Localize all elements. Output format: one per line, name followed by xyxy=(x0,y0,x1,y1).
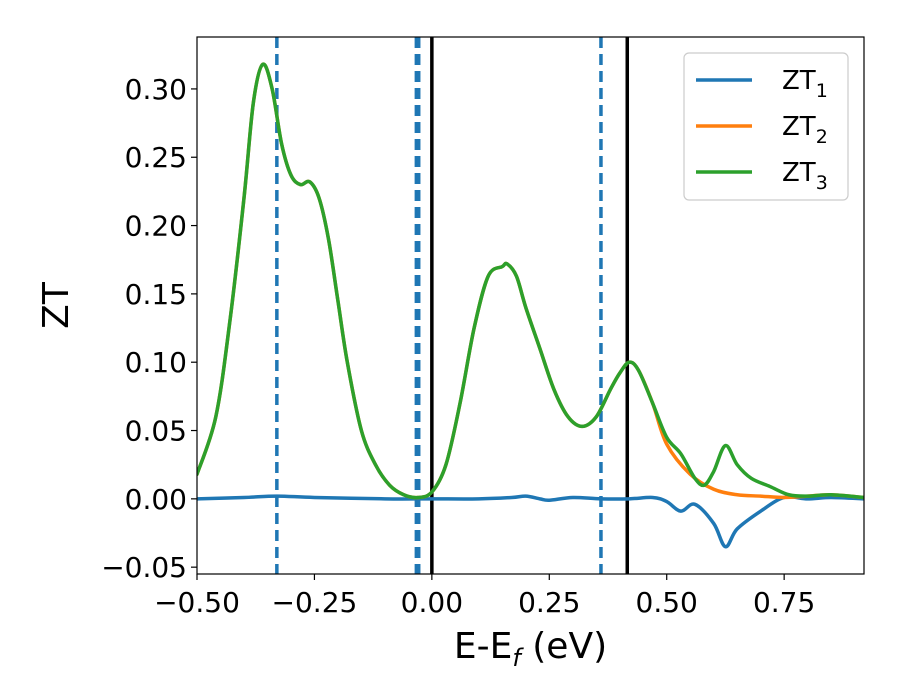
x-axis-ticks: −0.50 −0.25 0.00 0.25 0.50 0.75 xyxy=(154,574,815,619)
y-tick-label: 0.25 xyxy=(125,141,187,174)
legend-label-zt1: ZT1 xyxy=(782,66,828,102)
legend-box xyxy=(683,52,849,201)
x-tick-label: 0.75 xyxy=(753,586,815,619)
y-tick-label: 0.10 xyxy=(125,346,187,379)
plot-frame xyxy=(196,36,865,575)
series-lines xyxy=(197,62,864,549)
x-tick-label: −0.25 xyxy=(272,586,358,619)
legend-items: ZT1 ZT2 ZT3 xyxy=(696,66,828,194)
legend: ZT1 ZT2 ZT3 xyxy=(683,52,849,201)
x-axis-title-main: E-E xyxy=(454,626,512,667)
legend-label-zt3: ZT3 xyxy=(782,158,828,194)
x-tick-label: 0.50 xyxy=(636,586,698,619)
y-axis-ticks: −0.05 0.00 0.05 0.10 0.15 0.20 0.25 0.30 xyxy=(101,73,197,584)
y-tick-label: 0.30 xyxy=(125,73,187,106)
y-tick-label: 0.20 xyxy=(125,210,187,243)
x-tick-label: 0.00 xyxy=(401,586,463,619)
series-line-zt1 xyxy=(197,494,864,549)
y-tick-label: −0.05 xyxy=(101,551,187,584)
x-axis-title-unit: (eV) xyxy=(521,626,607,667)
y-tick-label: 0.05 xyxy=(125,415,187,448)
x-tick-label: 0.25 xyxy=(518,586,580,619)
y-tick-label: 0.00 xyxy=(125,483,187,516)
y-tick-label: 0.15 xyxy=(125,278,187,311)
x-tick-label: −0.50 xyxy=(154,586,240,619)
x-axis-title: E-Ef (eV) xyxy=(454,626,607,672)
y-axis-title: ZT xyxy=(36,281,77,329)
series-line-zt3 xyxy=(197,62,864,500)
legend-label-zt2: ZT2 xyxy=(782,112,828,148)
reference-lines xyxy=(275,37,630,574)
